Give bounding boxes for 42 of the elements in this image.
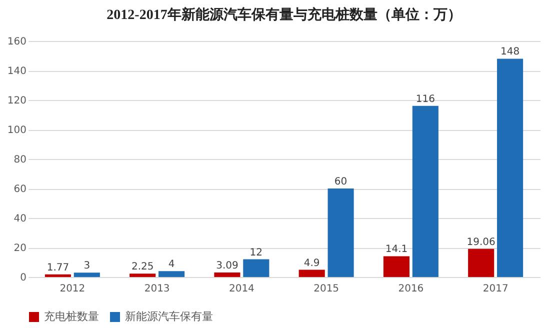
bar (468, 248, 494, 277)
y-tick-label: 160 (7, 36, 26, 48)
bar (412, 106, 438, 277)
data-label: 4.9 (304, 258, 320, 269)
bar (243, 259, 270, 277)
x-tick-label: 2016 (398, 284, 424, 294)
x-tick-label: 2013 (144, 284, 170, 294)
data-label: 12 (250, 247, 263, 258)
bar (214, 272, 240, 277)
legend-label: 充电桩数量 (44, 310, 99, 323)
y-tick-label: 60 (14, 184, 26, 195)
data-label: 148 (500, 46, 520, 58)
x-tick-label: 2012 (60, 284, 86, 294)
chart-title: 2012-2017年新能源汽车保有量与充电桩数量（单位：万） (106, 6, 462, 23)
data-label: 4 (168, 259, 175, 270)
bar (328, 188, 354, 277)
y-tick-label: 140 (7, 66, 26, 77)
y-tick-label: 40 (14, 214, 26, 224)
data-label: 3.09 (216, 260, 238, 272)
data-label: 14.1 (385, 244, 408, 256)
bar (298, 270, 325, 277)
bar (497, 58, 524, 277)
data-label: 60 (334, 176, 348, 188)
x-tick-label: 2017 (482, 284, 508, 294)
x-tick-label: 2015 (314, 284, 340, 294)
bar (158, 271, 185, 277)
bar (383, 256, 410, 277)
data-label: 116 (416, 94, 435, 105)
data-label: 3 (84, 260, 90, 272)
y-tick-label: 20 (14, 243, 26, 254)
data-label: 1.77 (46, 262, 70, 274)
bar (74, 272, 100, 277)
legend-label: 新能源汽车保有量 (125, 310, 213, 323)
bar (44, 274, 71, 277)
data-label: 2.25 (131, 262, 154, 273)
y-tick-label: 80 (14, 154, 26, 166)
y-tick-label: 120 (7, 96, 26, 106)
bar (130, 274, 156, 277)
x-tick-label: 2014 (228, 284, 254, 294)
y-tick-label: 100 (7, 125, 26, 136)
data-label: 19.06 (466, 236, 496, 248)
y-tick-label: 0 (20, 272, 26, 284)
